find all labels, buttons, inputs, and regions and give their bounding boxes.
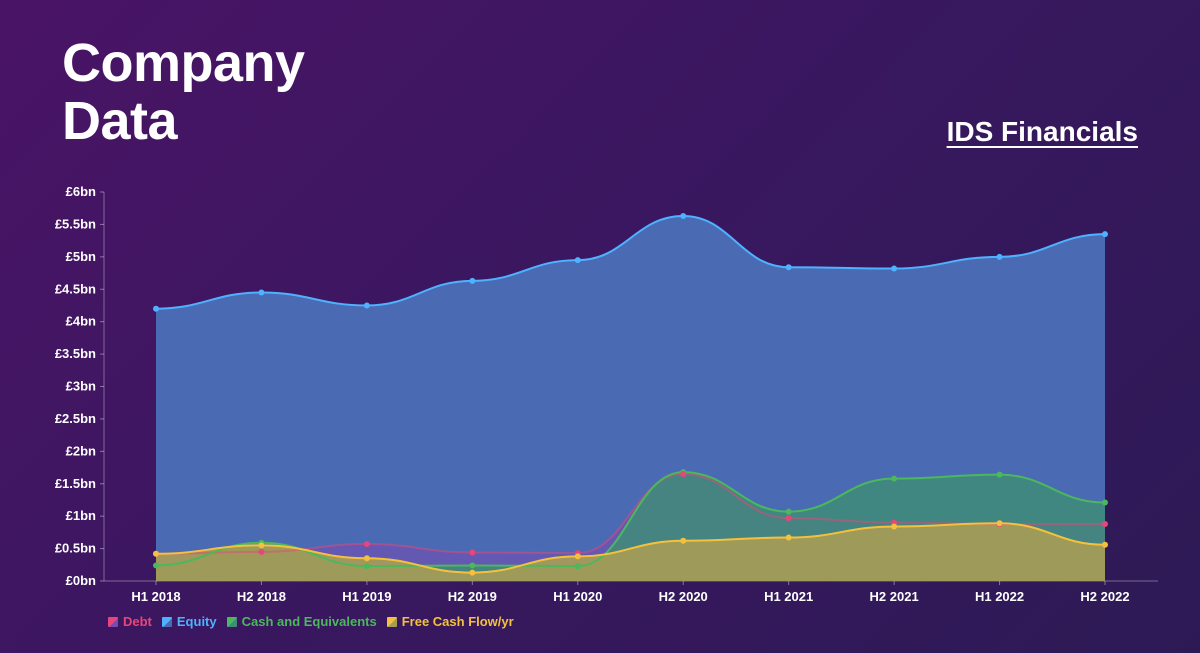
x-tick-label: H1 2022 (975, 589, 1024, 604)
cash-line (155, 471, 1106, 568)
x-tick-label: H1 2019 (342, 589, 391, 604)
debt-point (363, 541, 370, 548)
fcf-point (1102, 541, 1108, 548)
series-areas (156, 215, 1105, 581)
y-tick-label: £4.5bn (55, 281, 96, 296)
x-tick-label: H2 2020 (659, 589, 708, 604)
chart-title: IDS Financials (946, 116, 1138, 147)
legend-label: Debt (123, 614, 152, 629)
equity-point (680, 212, 687, 219)
fcf-point (153, 550, 159, 557)
debt-line (155, 473, 1105, 555)
cash-point (153, 562, 159, 569)
legend-item-debt[interactable]: Debt (108, 614, 152, 629)
y-tick-label: £3bn (66, 379, 96, 394)
title-line-1: Company (62, 33, 305, 93)
debt-point (785, 515, 792, 522)
fcf-point (258, 542, 265, 549)
x-tick-label: H2 2018 (237, 589, 286, 604)
legend-label: Free Cash Flow/yr (401, 614, 514, 629)
legend: Debt Equity Cash and Equivalents Free Cash … (108, 614, 514, 629)
x-tick-label: H2 2022 (1080, 589, 1129, 604)
fcf-point (363, 555, 370, 562)
fcf-point (469, 569, 476, 576)
y-tick-label: £5.5bn (55, 216, 96, 231)
legend-label: Cash and Equivalents (241, 614, 377, 629)
fcf-point (785, 534, 792, 541)
legend-swatch (386, 616, 397, 627)
fcf-line (155, 522, 1106, 574)
cash-point (785, 508, 792, 515)
fcf-point (680, 537, 687, 544)
legend-item-fcf[interactable]: Free Cash Flow/yr (386, 614, 514, 629)
y-tick-label: £2bn (66, 443, 96, 458)
x-tick-label: H1 2018 (131, 589, 180, 604)
x-axis: H1 2018 H2 2018 H1 2019 H2 2019 H1 2020 H2 20… (104, 580, 1158, 604)
equity-point (469, 277, 476, 284)
x-tick-label: H2 2021 (870, 589, 919, 604)
debt-point (258, 548, 265, 555)
cash-point (363, 563, 370, 570)
legend-item-equity[interactable]: Equity (161, 614, 217, 629)
legend-item-cash[interactable]: Cash and Equivalents (226, 614, 377, 629)
fcf-point (891, 523, 898, 530)
fcf-point (996, 520, 1003, 527)
y-tick-label: £5bn (66, 249, 96, 264)
series-lines (155, 214, 1106, 574)
y-tick-label: £4bn (66, 314, 96, 329)
series-points (153, 212, 1108, 576)
equity-point (1102, 231, 1108, 238)
y-axis: £0bn £0.5bn £1bn £1.5bn £2bn £2.5bn £3bn £3.5bn… (55, 184, 105, 588)
debt-point (469, 549, 476, 556)
y-tick-label: £6bn (66, 184, 96, 199)
debt-point (680, 471, 687, 478)
x-tick-label: H1 2021 (764, 589, 813, 604)
equity-point (258, 289, 265, 296)
equity-point (996, 253, 1003, 260)
equity-point (574, 257, 581, 264)
title-line-2: Data (62, 91, 178, 151)
y-tick-label: £1.5bn (55, 476, 96, 491)
cash-point (891, 475, 898, 482)
cash-point (1102, 499, 1108, 506)
y-tick-label: £1bn (66, 508, 96, 523)
legend-label: Equity (176, 614, 217, 629)
legend-swatch (108, 616, 118, 627)
legend-swatch (226, 616, 237, 627)
legend-swatch (161, 616, 172, 627)
y-tick-label: £3.5bn (55, 346, 96, 361)
equity-point (153, 305, 159, 312)
y-tick-label: £2.5bn (55, 411, 96, 426)
cash-point (996, 471, 1003, 478)
equity-line (155, 214, 1106, 310)
x-tick-label: H2 2019 (448, 589, 497, 604)
page-title: Company Data (62, 34, 382, 150)
cash-point (469, 562, 476, 569)
debt-point (1102, 520, 1108, 527)
x-tick-label: H1 2020 (553, 589, 602, 604)
equity-point (363, 302, 370, 309)
y-tick-label: £0.5bn (55, 541, 96, 556)
y-tick-label: £0bn (66, 573, 96, 588)
cash-point (574, 563, 581, 570)
equity-point (891, 265, 898, 272)
fcf-point (574, 553, 581, 560)
equity-point (785, 264, 792, 271)
